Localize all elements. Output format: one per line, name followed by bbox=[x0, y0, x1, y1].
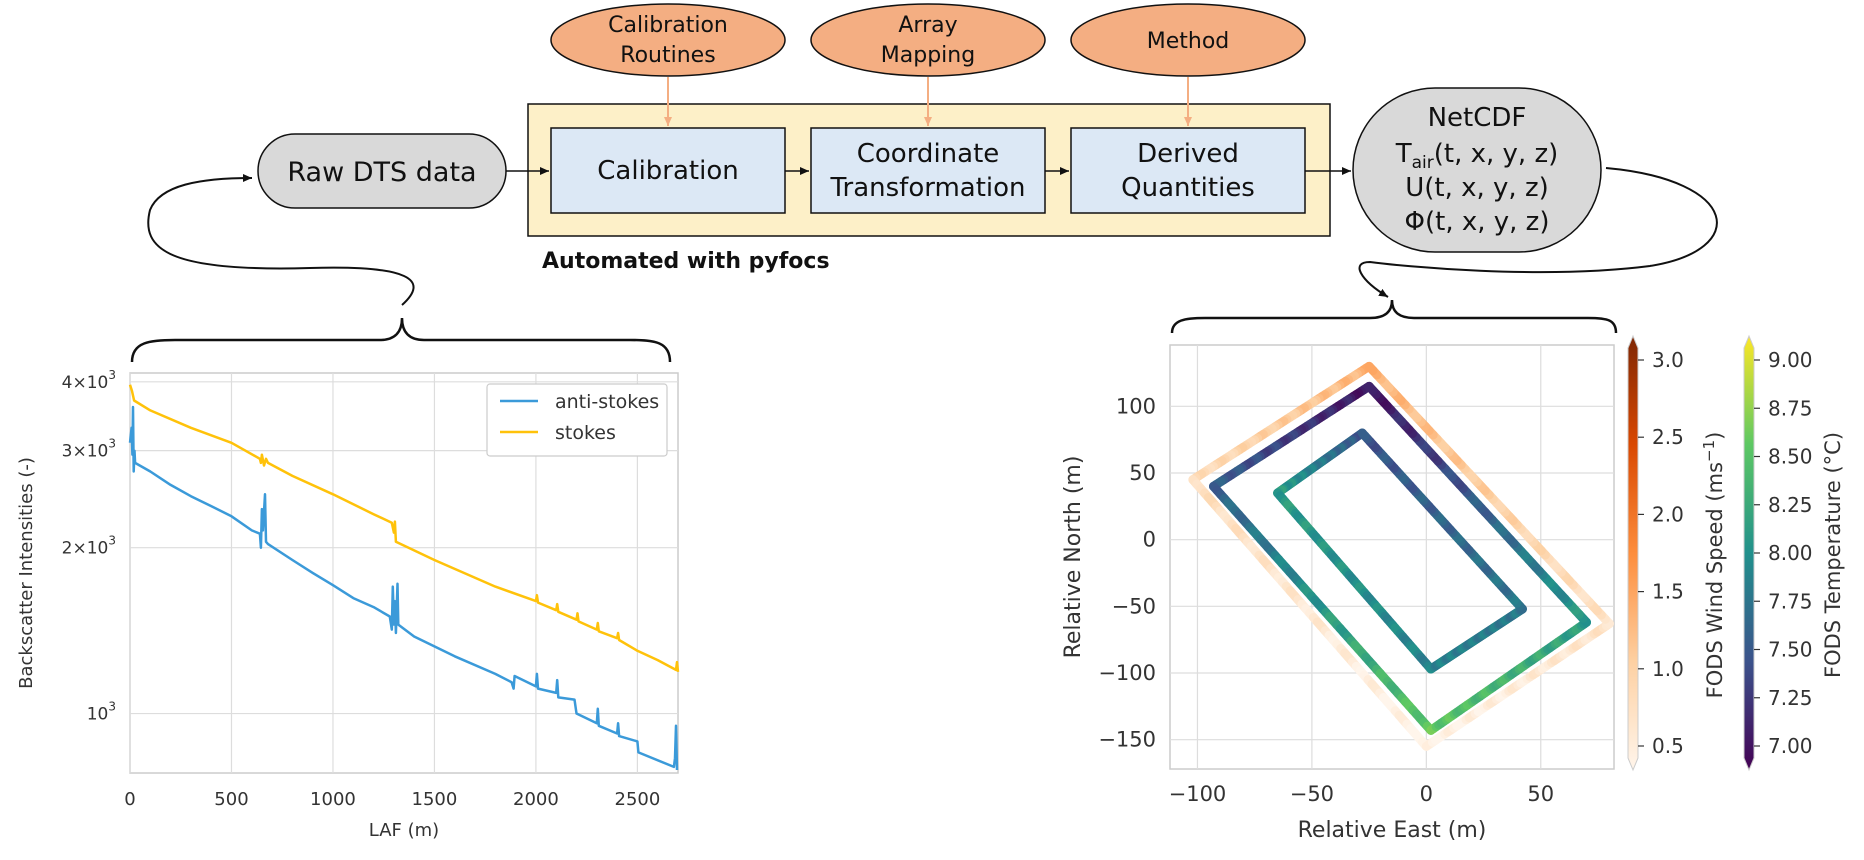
colorbar-tick-label: 8.25 bbox=[1768, 493, 1813, 517]
series-line-stokes bbox=[128, 384, 680, 673]
input-label: Array bbox=[898, 13, 957, 38]
input-label: Calibration bbox=[608, 13, 728, 38]
step-calibration: Calibration bbox=[550, 127, 786, 214]
step-label: Coordinate bbox=[857, 139, 1000, 169]
track-segment-1 bbox=[1364, 361, 1378, 376]
colorbar-tick-label: 8.50 bbox=[1768, 445, 1813, 469]
input-label: Routines bbox=[620, 43, 715, 68]
y-tick-label: 103 bbox=[87, 700, 116, 725]
colorbar-tick-label: 8.75 bbox=[1768, 396, 1813, 420]
colorbar-tick-label: 9.00 bbox=[1768, 348, 1813, 372]
y-tick-label: 4×103 bbox=[62, 368, 116, 393]
y-tick-label: −50 bbox=[1112, 594, 1156, 618]
input-array-mapping: Array Mapping bbox=[810, 3, 1046, 77]
step-label: Derived bbox=[1137, 139, 1239, 169]
input-method: Method bbox=[1070, 3, 1306, 77]
step-label: Calibration bbox=[597, 156, 738, 186]
y-tick-label: 2×103 bbox=[62, 534, 116, 559]
y-tick-label: −150 bbox=[1098, 728, 1156, 752]
netcdf-tair: Tair(t, x, y, z) bbox=[1395, 139, 1559, 173]
x-tick-label: −100 bbox=[1169, 782, 1227, 806]
track-segment-3 bbox=[1357, 428, 1370, 441]
y-tick-label: 50 bbox=[1129, 461, 1156, 485]
legend: anti-stokes stokes bbox=[486, 383, 668, 457]
netcdf-title: NetCDF bbox=[1428, 103, 1527, 133]
x-tick-label: 500 bbox=[214, 789, 248, 810]
colorbar-tick-label: 2.5 bbox=[1652, 425, 1684, 449]
curved-arrow-right bbox=[1358, 167, 1718, 298]
input-label: Method bbox=[1147, 29, 1230, 54]
x-axis-label: Relative East (m) bbox=[1298, 818, 1487, 843]
x-tick-label: 2500 bbox=[615, 789, 661, 810]
y-tick-label: 0 bbox=[1143, 528, 1156, 552]
input-calibration-routines: Calibration Routines bbox=[550, 3, 786, 77]
x-tick-label: 1500 bbox=[412, 789, 458, 810]
raw-dts-data-node: Raw DTS data bbox=[257, 133, 507, 209]
x-tick-label: 50 bbox=[1527, 782, 1554, 806]
fods-map-chart: −100 −50 0 50 100 50 0 −50 −100 −150 Relative Eas… bbox=[1061, 334, 1845, 843]
step-label: Quantities bbox=[1121, 173, 1255, 203]
automation-label: Automated with pyfocs bbox=[542, 249, 830, 274]
svg-text:Raw DTS data: Raw DTS data bbox=[287, 157, 476, 188]
y-tick-label: −100 bbox=[1098, 661, 1156, 685]
step-label: Transformation bbox=[829, 173, 1025, 203]
x-tick-label: 0 bbox=[1420, 782, 1433, 806]
colorbar-tick-label: 3.0 bbox=[1652, 348, 1684, 372]
colorbar-tick-label: 7.50 bbox=[1768, 638, 1813, 662]
brace-left bbox=[130, 317, 672, 363]
colorbar-tick-label: 7.00 bbox=[1768, 734, 1813, 758]
colorbar-wind-speed: 0.5 1.0 1.5 2.0 2.5 3.0 FODS Wind Speed (ms−1… bbox=[1627, 334, 1727, 772]
y-tick-label: 3×103 bbox=[62, 437, 116, 462]
netcdf-phi: Φ(t, x, y, z) bbox=[1405, 207, 1550, 237]
x-tick-label: 1000 bbox=[310, 789, 356, 810]
colorbar-tick-label: 7.75 bbox=[1768, 589, 1813, 613]
colorbar-tick-label: 1.5 bbox=[1652, 580, 1684, 604]
curved-arrow-left bbox=[147, 174, 415, 306]
x-tick-label: −50 bbox=[1290, 782, 1334, 806]
colorbar-temperature: 7.00 7.25 7.50 7.75 8.00 8.25 8.50 8.75 9.00 FOD… bbox=[1743, 334, 1845, 772]
y-tick-label: 100 bbox=[1116, 394, 1156, 418]
legend-label-anti-stokes: anti-stokes bbox=[555, 391, 659, 413]
input-label: Mapping bbox=[881, 43, 975, 68]
colorbar-tick-label: 8.00 bbox=[1768, 541, 1813, 565]
netcdf-wind: U(t, x, y, z) bbox=[1405, 173, 1549, 203]
colorbar-tick-label: 0.5 bbox=[1652, 734, 1684, 758]
colorbar-tick-label: 7.25 bbox=[1768, 686, 1813, 710]
colorbar-tick-label: 1.0 bbox=[1652, 657, 1684, 681]
backscatter-chart: 0 500 1000 1500 2000 2500 4×103 3×103 2×103 103 L… bbox=[16, 368, 680, 841]
x-tick-label: 2000 bbox=[513, 789, 559, 810]
colorbar-wind-label: FODS Wind Speed (ms−1) bbox=[1700, 432, 1727, 699]
colorbar-temperature-label: FODS Temperature (°C) bbox=[1821, 432, 1845, 678]
y-axis-label: Relative North (m) bbox=[1061, 456, 1086, 659]
colorbar-tick-label: 2.0 bbox=[1652, 502, 1684, 526]
flow-diagram: Automated with pyfocs Calibration Routin… bbox=[130, 3, 1718, 363]
track-segment-2 bbox=[1364, 381, 1378, 395]
x-tick-label: 0 bbox=[124, 789, 135, 810]
x-axis-label: LAF (m) bbox=[369, 820, 439, 841]
legend-label-stokes: stokes bbox=[555, 422, 616, 444]
y-axis-label: Backscatter Intensities (-) bbox=[16, 457, 37, 689]
step-coordinate-transformation: Coordinate Transformation bbox=[810, 127, 1046, 214]
brace-right bbox=[1170, 299, 1618, 334]
netcdf-node: NetCDF Tair(t, x, y, z) U(t, x, y, z) Φ(… bbox=[1352, 87, 1602, 253]
step-derived-quantities: Derived Quantities bbox=[1070, 127, 1306, 214]
series-line-anti-stokes bbox=[128, 405, 679, 771]
